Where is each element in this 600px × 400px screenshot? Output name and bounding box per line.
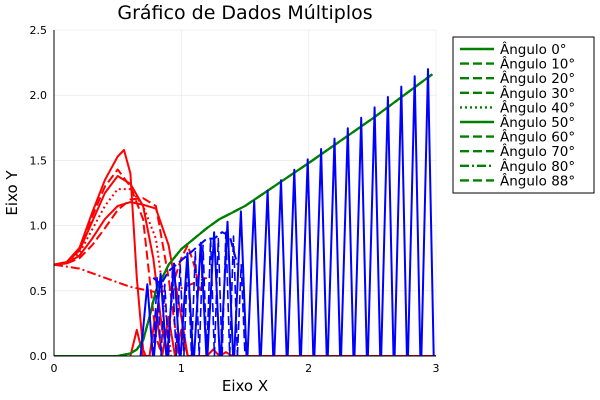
tick-labels: 0 1 2 3 0.0 0.5 1.0 1.5 2.0 2.5 [30, 24, 440, 375]
blue-cluster-tooth [198, 244, 208, 356]
blue-cluster-tooth [152, 276, 162, 356]
y-axis-title: Eixo Y [3, 170, 21, 216]
legend-label: Ângulo 50° [500, 113, 575, 131]
x-tick-label: 0 [51, 362, 58, 375]
legend-label: Ângulo 60° [500, 128, 575, 146]
x-tick-label: 1 [178, 362, 185, 375]
y-tick-label: 2.5 [30, 24, 48, 37]
axes [53, 30, 436, 357]
y-tick-label: 1.0 [30, 220, 48, 233]
legend-label: Ângulo 40° [500, 98, 575, 116]
legend-label: Ângulo 0° [500, 40, 567, 58]
y-tick-label: 0.5 [30, 285, 48, 298]
legend-label: Ângulo 10° [500, 55, 575, 73]
red-curve [54, 197, 180, 356]
legend: Ângulo 0°Ângulo 10°Ângulo 20°Ângulo 30°Â… [452, 36, 595, 194]
red-curve [54, 168, 164, 356]
blue-cluster-tooth [183, 257, 193, 356]
chart-title: Gráfico de Dados Múltiplos [117, 2, 372, 24]
y-tick-label: 2.0 [30, 89, 48, 102]
blue-cluster-tooth [206, 237, 216, 356]
legend-label: Ângulo 88° [500, 171, 575, 189]
red-curve [54, 149, 147, 356]
blue-cluster-tooth [160, 283, 170, 356]
blue-cluster-tooth [213, 237, 223, 356]
x-tick-label: 2 [305, 362, 312, 375]
blue-cluster-tooth [221, 231, 231, 356]
blue-cluster-tooth [175, 263, 185, 356]
red-curve [54, 263, 208, 294]
legend-label: Ângulo 20° [500, 69, 575, 87]
y-tick-label: 0.0 [30, 350, 48, 363]
blue-cluster-tooth [190, 250, 200, 356]
plot-series-group [54, 68, 436, 356]
legend-label: Ângulo 80° [500, 157, 575, 175]
x-tick-label: 3 [433, 362, 440, 375]
x-axis-title: Eixo X [222, 377, 268, 395]
blue-cluster-tooth [236, 263, 246, 356]
green-series-line [54, 73, 433, 356]
legend-label: Ângulo 70° [500, 142, 575, 160]
y-tick-label: 1.5 [30, 154, 48, 167]
red-curve [174, 244, 202, 292]
legend-label: Ângulo 30° [500, 84, 575, 102]
blue-cluster-tooth [228, 235, 239, 356]
blue-cluster-tooth [167, 270, 177, 356]
blue-cluster-line [152, 231, 239, 286]
